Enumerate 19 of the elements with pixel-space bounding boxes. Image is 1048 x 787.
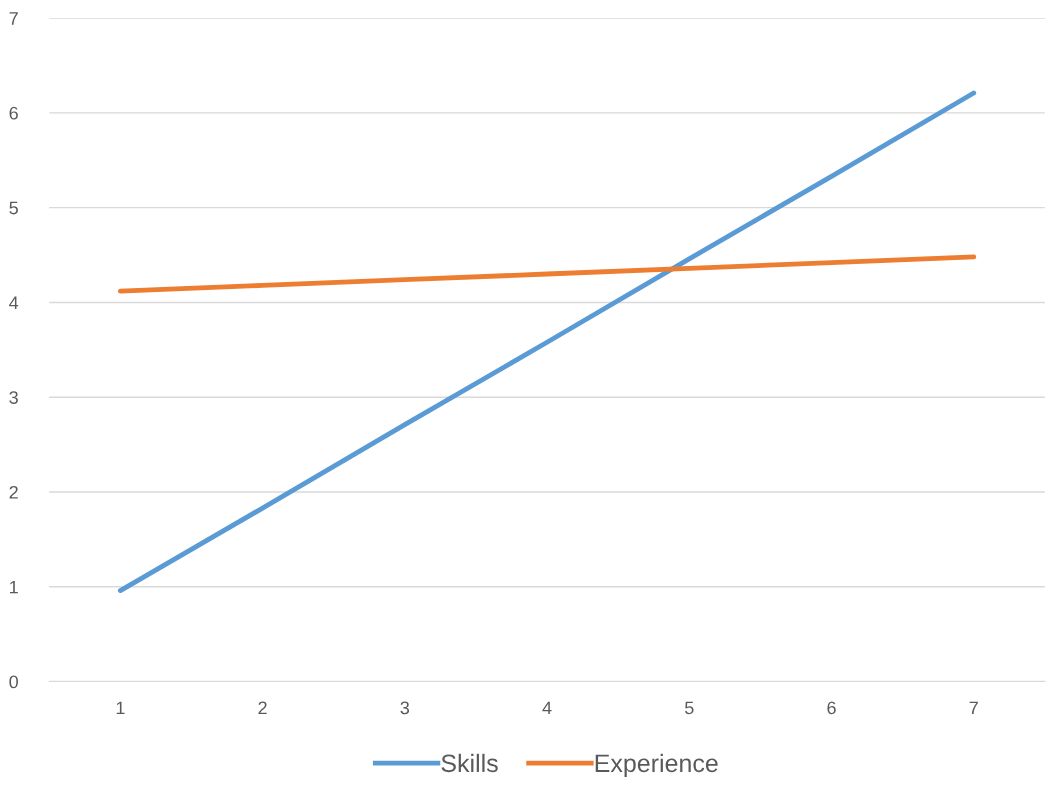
- x-tick-label: 3: [400, 701, 410, 715]
- y-tick-label: 7: [9, 12, 18, 25]
- x-tick-label: 6: [827, 701, 836, 715]
- legend-label: Skills: [441, 753, 498, 773]
- x-tick-label: 4: [542, 701, 552, 715]
- x-tick-label: 7: [969, 701, 978, 715]
- y-tick-label: 1: [10, 580, 18, 594]
- line-series: [117, 90, 977, 593]
- x-tick-label: 1: [116, 701, 125, 715]
- x-tick-label: 5: [684, 701, 694, 715]
- y-tick-label: 0: [9, 675, 18, 689]
- y-tick-label: 4: [9, 296, 19, 309]
- y-tick-label: 3: [9, 391, 18, 404]
- y-tick-label: 5: [9, 201, 18, 215]
- x-tick-label: 2: [258, 701, 267, 715]
- line-series: [117, 254, 977, 294]
- y-tick-label: 6: [9, 106, 18, 120]
- legend-label: Experience: [595, 753, 718, 778]
- y-tick-label: 2: [9, 485, 18, 499]
